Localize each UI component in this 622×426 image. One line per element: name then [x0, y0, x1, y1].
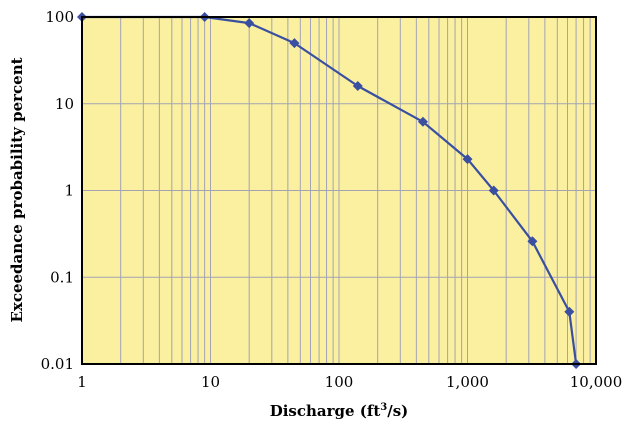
x-tick-labels: 1 10 100 1,000 10,000: [77, 373, 622, 391]
x-tick-label: 10: [201, 373, 220, 391]
data-point-marker: [289, 38, 300, 49]
data-point-marker: [488, 185, 499, 196]
x-tick-label: 1: [77, 373, 87, 391]
data-point-marker: [352, 81, 363, 92]
data-point-marker: [244, 18, 255, 29]
y-tick-label: 1: [64, 182, 74, 200]
data-point-marker: [417, 116, 428, 127]
grid-lines: [82, 17, 596, 364]
data-point-marker: [462, 154, 473, 165]
data-point-marker: [527, 236, 538, 247]
x-axis-title-end: /s): [387, 402, 408, 420]
data-point-marker: [564, 306, 575, 317]
x-tick-label: 10,000: [570, 373, 622, 391]
x-axis-title: Discharge (ft3/s): [270, 402, 409, 420]
y-axis-title: Exceedance probability percent: [8, 57, 26, 322]
y-tick-label: 100: [45, 8, 74, 26]
y-tick-label: 0.01: [41, 355, 74, 373]
y-tick-labels: 0.01 0.1 1 10 100: [41, 8, 74, 373]
x-axis-title-superscript: 3: [380, 402, 387, 413]
series-layer: [77, 12, 582, 369]
y-tick-label: 10: [55, 95, 74, 113]
x-tick-label: 100: [325, 373, 354, 391]
y-tick-label: 0.1: [50, 268, 74, 286]
plot-frame: [81, 16, 597, 365]
x-tick-label: 1,000: [446, 373, 489, 391]
